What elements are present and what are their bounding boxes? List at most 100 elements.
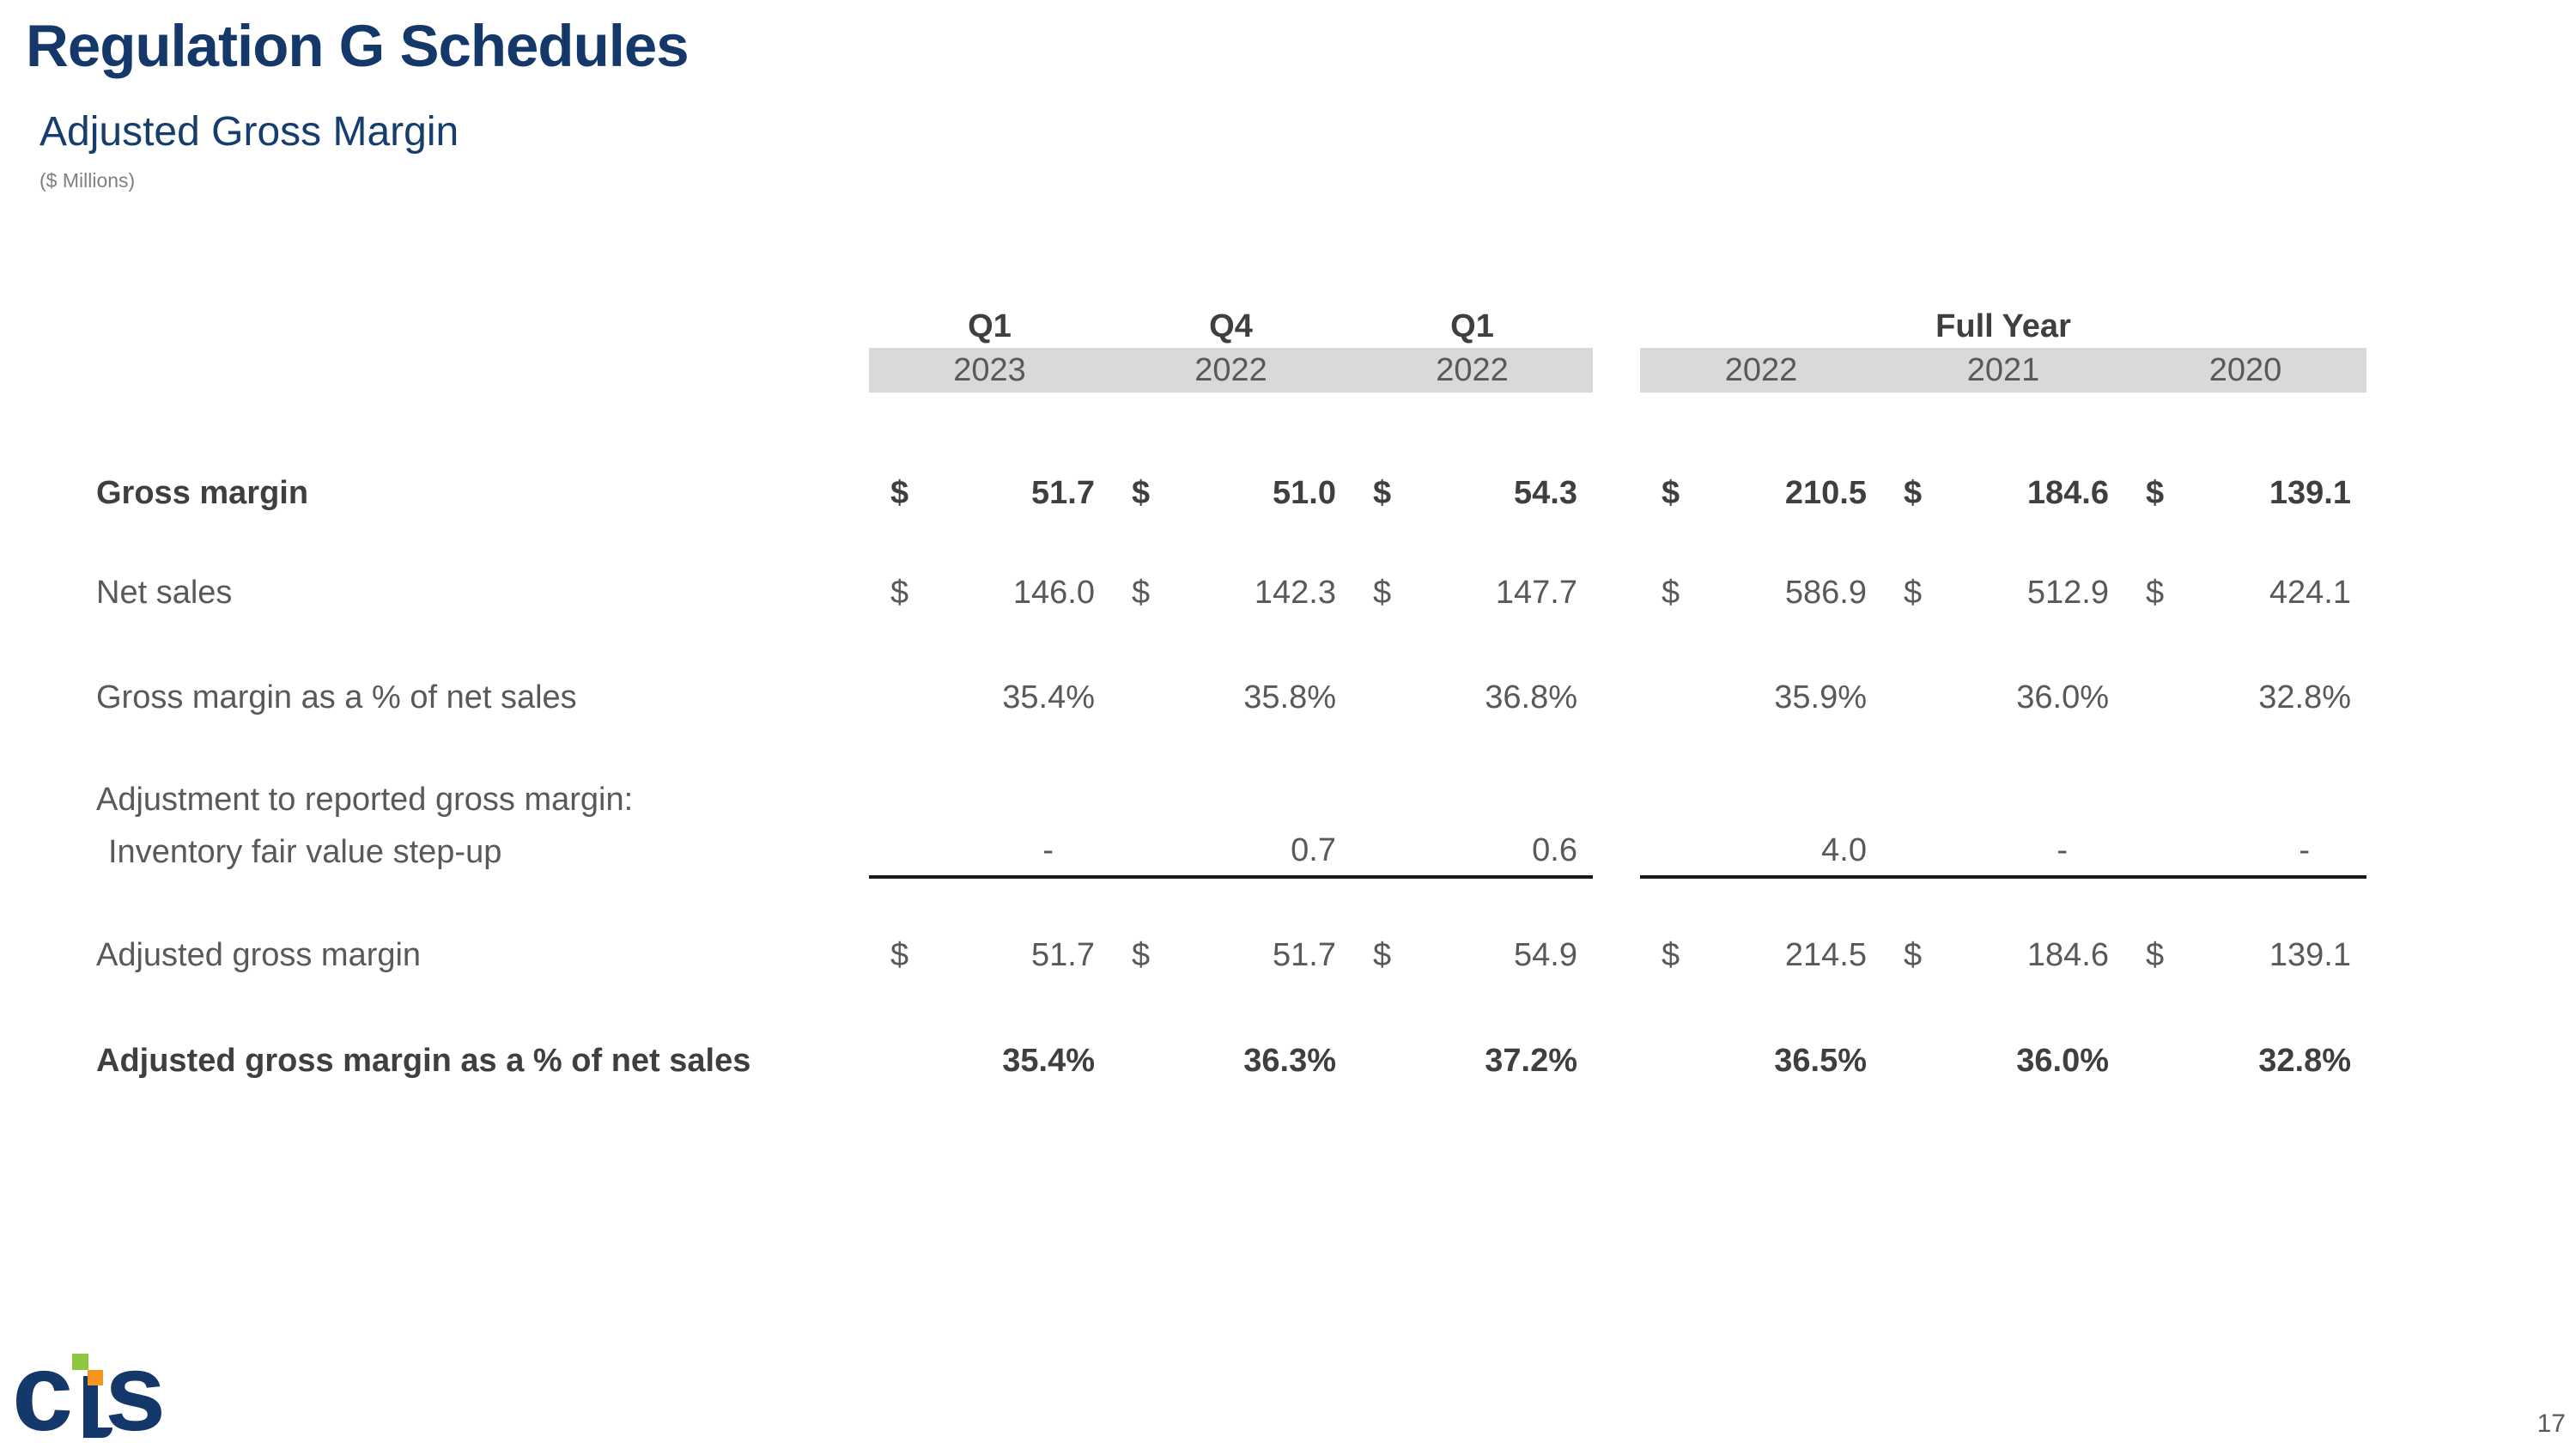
table-row-gross-margin-pct: Gross margin as a % of net sales 35.4% 3… (96, 645, 2366, 750)
year-header: 2022 (1724, 351, 1798, 388)
table-cell: 0.6 (1352, 825, 1593, 875)
cell-value: 4.0 (1821, 831, 1867, 868)
cell-value: 35.8% (1243, 679, 1336, 715)
row-values-quarters: $51.7 $51.0 $54.3 (869, 446, 1593, 540)
cell-value: 37.2% (1485, 1042, 1577, 1079)
row-values-full-year: 4.0 - - (1640, 825, 2366, 879)
column-header: Q1 (1450, 307, 1494, 344)
year-header: 2022 (1194, 351, 1267, 388)
currency-symbol: $ (1132, 574, 1151, 611)
table-cell: $146.0 (869, 540, 1110, 645)
cell-value: - (2057, 831, 2068, 868)
group-gap (1593, 348, 1640, 393)
group-gap (1593, 825, 1640, 879)
cell-value: 51.7 (1031, 936, 1095, 973)
cell-value: 32.8% (2258, 1042, 2351, 1079)
row-values-quarters: 35.4% 35.8% 36.8% (869, 645, 1593, 750)
logo-letter-s: s (105, 1331, 167, 1449)
full-year-band: 2022 2021 2020 (1640, 348, 2366, 393)
currency-symbol: $ (1662, 474, 1680, 511)
currency-symbol: $ (1904, 474, 1923, 511)
logo-green-square (72, 1354, 88, 1370)
column-header: Q4 (1209, 307, 1253, 344)
cell-value: - (1042, 831, 1054, 868)
table-cell: $51.7 (869, 903, 1110, 1008)
cell-value: 51.0 (1273, 474, 1336, 511)
currency-symbol: $ (890, 936, 909, 973)
row-label: Adjustment to reported gross margin: (96, 781, 634, 818)
group-gap (1593, 540, 1640, 645)
year-header: 2022 (1436, 351, 1509, 388)
row-spacer (96, 750, 2366, 774)
cell-value: 35.4% (1002, 679, 1095, 715)
column-header: Q1 (968, 307, 1012, 344)
table-cell: 36.5% (1640, 1008, 1882, 1114)
currency-symbol: $ (1132, 936, 1151, 973)
cell-value: 36.0% (2016, 1042, 2109, 1079)
currency-symbol: $ (1904, 574, 1923, 611)
table-cell: $210.5 (1640, 446, 1882, 540)
table-cell: $424.1 (2124, 540, 2366, 645)
table-cell: 4.0 (1640, 825, 1882, 875)
table-cell: 37.2% (1352, 1008, 1593, 1114)
table-cell: - (2124, 825, 2366, 875)
table-cell: 32.8% (2124, 645, 2366, 750)
cell-value: 210.5 (1784, 474, 1867, 511)
cell-value: 35.9% (1774, 679, 1867, 715)
table-cell: 36.0% (1882, 645, 2124, 750)
row-values-full-year: $214.5 $184.6 $139.1 (1640, 903, 2366, 1008)
cell-value: 51.7 (1031, 474, 1095, 511)
cell-value: 142.3 (1254, 574, 1336, 611)
table-cell: 0.7 (1110, 825, 1352, 875)
logo-orange-square (88, 1370, 103, 1385)
row-label: Adjusted gross margin (96, 936, 422, 973)
table-cell: $184.6 (1882, 446, 2124, 540)
currency-symbol: $ (890, 474, 909, 511)
table-cell: $142.3 (1110, 540, 1352, 645)
table-row-adjustment-header: Adjustment to reported gross margin: (96, 774, 2366, 825)
cell-value: 0.6 (1532, 831, 1577, 868)
table-cell: 36.0% (1882, 1008, 2124, 1114)
cell-value: 184.6 (2026, 474, 2109, 511)
cell-value: 36.5% (1774, 1042, 1867, 1079)
quarter-year-band: 2023 2022 2022 (869, 348, 1593, 393)
table-cell: 35.4% (869, 645, 1110, 750)
cell-value: 0.7 (1291, 831, 1336, 868)
row-values-full-year: $210.5 $184.6 $139.1 (1640, 446, 2366, 540)
currency-symbol: $ (1662, 574, 1680, 611)
row-label: Gross margin (96, 474, 309, 511)
group-gap (1593, 305, 1640, 348)
table-cell: 35.8% (1110, 645, 1352, 750)
group-gap (1593, 903, 1640, 1008)
currency-symbol: $ (1373, 474, 1392, 511)
year-header: 2021 (1966, 351, 2040, 388)
row-label: Adjusted gross margin as a % of net sale… (96, 1042, 751, 1079)
cell-value: 54.9 (1514, 936, 1577, 973)
table-cell: $54.9 (1352, 903, 1593, 1008)
row-values-full-year: 36.5% 36.0% 32.8% (1640, 1008, 2366, 1114)
cell-value: 139.1 (2269, 936, 2351, 973)
year-band-row: 2023 2022 2022 2022 2021 2020 (96, 348, 2366, 393)
table-cell: $51.0 (1110, 446, 1352, 540)
cell-value: 147.7 (1495, 574, 1577, 611)
table-cell: $184.6 (1882, 903, 2124, 1008)
table-cell: 35.4% (869, 1008, 1110, 1114)
cell-value: 51.7 (1273, 936, 1336, 973)
table-cell: $147.7 (1352, 540, 1593, 645)
full-year-header-group: Full Year (1640, 305, 2366, 348)
cell-value: 424.1 (2269, 574, 2351, 611)
table-cell: 35.9% (1640, 645, 1882, 750)
currency-symbol: $ (1373, 574, 1392, 611)
table-cell: $512.9 (1882, 540, 2124, 645)
table-cell: 32.8% (2124, 1008, 2366, 1114)
year-header: 2020 (2208, 351, 2282, 388)
cell-value: 146.0 (1012, 574, 1095, 611)
table-cell: $51.7 (869, 446, 1110, 540)
row-spacer (96, 393, 2366, 446)
currency-symbol: $ (1132, 474, 1151, 511)
table-row-adjusted-gross-margin-pct: Adjusted gross margin as a % of net sale… (96, 1008, 2366, 1114)
page-title: Regulation G Schedules (26, 13, 690, 79)
logo-letter-t-stem (83, 1376, 98, 1438)
group-gap (1593, 645, 1640, 750)
